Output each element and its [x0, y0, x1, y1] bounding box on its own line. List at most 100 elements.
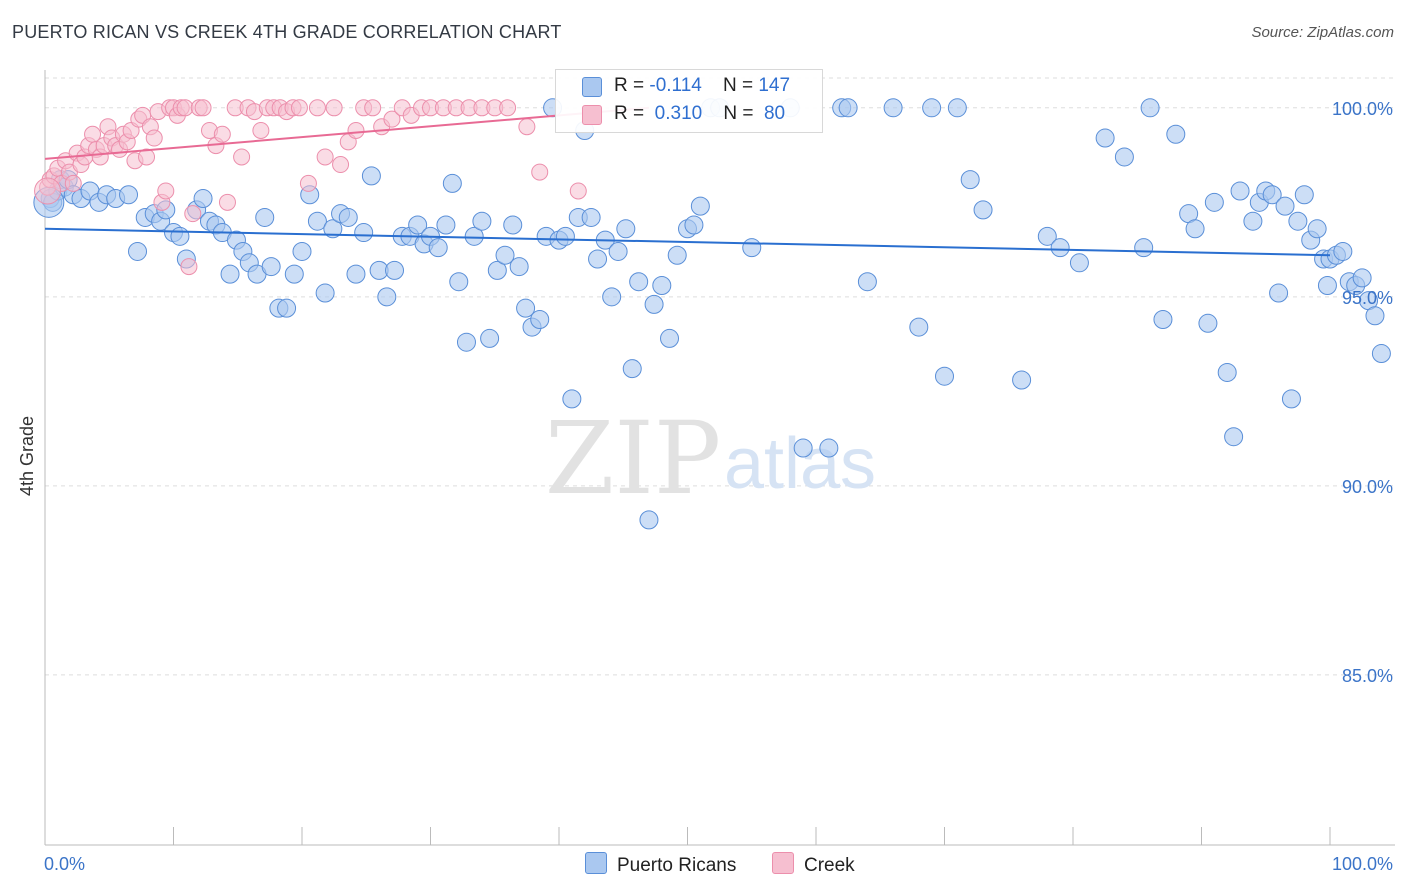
trend-line-puerto-ricans: [44, 227, 1331, 257]
source-credit: Source: ZipAtlas.com: [1251, 24, 1394, 41]
data-point-puerto-ricans: [1050, 238, 1070, 258]
y-axis-label: 4th Grade: [17, 416, 37, 496]
data-point-creek: [34, 177, 62, 205]
chart-title: PUERTO RICAN VS CREEK 4TH GRADE CORRELAT…: [12, 22, 562, 42]
data-point-puerto-ricans: [1224, 427, 1244, 447]
data-point-creek: [569, 182, 587, 200]
data-point-puerto-ricans: [128, 241, 148, 261]
data-point-puerto-ricans: [456, 332, 476, 352]
data-point-puerto-ricans: [1371, 344, 1391, 364]
legend-r-label: R =: [614, 103, 650, 124]
data-point-puerto-ricans: [338, 207, 358, 227]
data-point-puerto-ricans: [354, 223, 374, 243]
data-point-puerto-ricans: [588, 249, 608, 269]
data-point-puerto-ricans: [819, 438, 839, 458]
data-point-puerto-ricans: [516, 298, 536, 318]
data-point-puerto-ricans: [1217, 362, 1237, 382]
data-point-creek: [176, 99, 194, 117]
data-point-puerto-ricans: [973, 200, 993, 220]
bottom-legend-swatch-pink: [772, 852, 794, 874]
data-point-puerto-ricans: [261, 257, 281, 277]
gridlines: [45, 77, 1395, 676]
data-point-puerto-ricans: [1281, 389, 1301, 409]
x-tick-label-max: 100.0%: [1332, 854, 1393, 874]
watermark: ZIP atlas: [545, 400, 876, 517]
data-point-creek: [184, 205, 202, 223]
data-point-puerto-ricans: [315, 283, 335, 303]
data-point-puerto-ricans: [193, 189, 213, 209]
data-point-puerto-ricans: [667, 245, 687, 265]
data-point-puerto-ricans: [255, 207, 275, 227]
data-point-puerto-ricans: [1288, 211, 1308, 231]
data-point-puerto-ricans: [509, 257, 529, 277]
legend-swatch-blue: [582, 77, 602, 97]
data-point-creek: [180, 258, 198, 276]
data-point-puerto-ricans: [1095, 128, 1115, 148]
legend-n-label: N =: [723, 103, 759, 124]
data-point-puerto-ricans: [1153, 310, 1173, 330]
legend-r-value: -0.114: [649, 75, 702, 96]
data-point-puerto-ricans: [909, 317, 929, 337]
data-point-puerto-ricans: [616, 219, 636, 239]
data-point-creek: [325, 99, 343, 117]
data-point-creek: [218, 193, 236, 211]
data-point-puerto-ricans: [284, 264, 304, 284]
data-point-creek: [64, 174, 82, 192]
data-point-creek: [290, 99, 308, 117]
data-point-puerto-ricans: [1198, 313, 1218, 333]
data-point-puerto-ricans: [608, 241, 628, 261]
data-point-puerto-ricans: [277, 298, 297, 318]
legend-n-value: 80: [758, 103, 786, 124]
data-point-creek: [138, 148, 156, 166]
trend-lines: [44, 106, 1331, 257]
data-point-puerto-ricans: [361, 166, 381, 186]
data-point-puerto-ricans: [581, 207, 601, 227]
y-tick-label: 95.0%: [1342, 288, 1393, 308]
data-point-creek: [157, 182, 175, 200]
data-point-puerto-ricans: [1166, 124, 1186, 144]
data-point-creek: [332, 156, 350, 174]
data-point-puerto-ricans: [119, 185, 139, 205]
legend-r-label: R =: [614, 75, 650, 96]
data-point-puerto-ricans: [449, 272, 469, 292]
data-point-creek: [252, 121, 270, 139]
data-point-puerto-ricans: [644, 294, 664, 314]
data-point-creek: [383, 110, 401, 128]
correlation-legend: R = -0.114 N = 147 R = 0.310 N = 80: [555, 69, 823, 133]
legend-swatch-pink: [582, 105, 602, 125]
data-point-puerto-ricans: [838, 98, 858, 118]
bottom-legend-swatch-blue: [585, 852, 607, 874]
data-point-puerto-ricans: [346, 264, 366, 284]
data-point-creek: [145, 129, 163, 147]
data-point-puerto-ricans: [220, 264, 240, 284]
data-point-puerto-ricans: [408, 215, 428, 235]
data-point-puerto-ricans: [503, 215, 523, 235]
bottom-legend-label: Creek: [804, 855, 855, 876]
data-point-puerto-ricans: [1037, 226, 1057, 246]
data-point-creek: [499, 99, 517, 117]
data-point-puerto-ricans: [1333, 241, 1353, 261]
data-point-puerto-ricans: [1307, 219, 1327, 239]
watermark-zip: ZIP: [545, 400, 721, 517]
data-point-puerto-ricans: [1243, 211, 1263, 231]
data-point-creek: [299, 174, 317, 192]
data-point-puerto-ricans: [170, 226, 190, 246]
data-point-puerto-ricans: [1230, 181, 1250, 201]
data-point-puerto-ricans: [292, 241, 312, 261]
data-point-puerto-ricans: [602, 287, 622, 307]
data-point-puerto-ricans: [428, 238, 448, 258]
data-point-puerto-ricans: [883, 98, 903, 118]
data-point-puerto-ricans: [1204, 192, 1224, 212]
data-point-creek: [316, 148, 334, 166]
data-point-puerto-ricans: [1134, 238, 1154, 258]
data-point-puerto-ricans: [857, 272, 877, 292]
data-point-creek: [364, 99, 382, 117]
data-point-puerto-ricans: [1275, 196, 1295, 216]
data-point-puerto-ricans: [622, 359, 642, 379]
data-point-puerto-ricans: [323, 219, 343, 239]
data-point-puerto-ricans: [1140, 98, 1160, 118]
data-point-puerto-ricans: [639, 510, 659, 530]
data-point-creek: [308, 99, 326, 117]
data-point-puerto-ricans: [1317, 275, 1337, 295]
